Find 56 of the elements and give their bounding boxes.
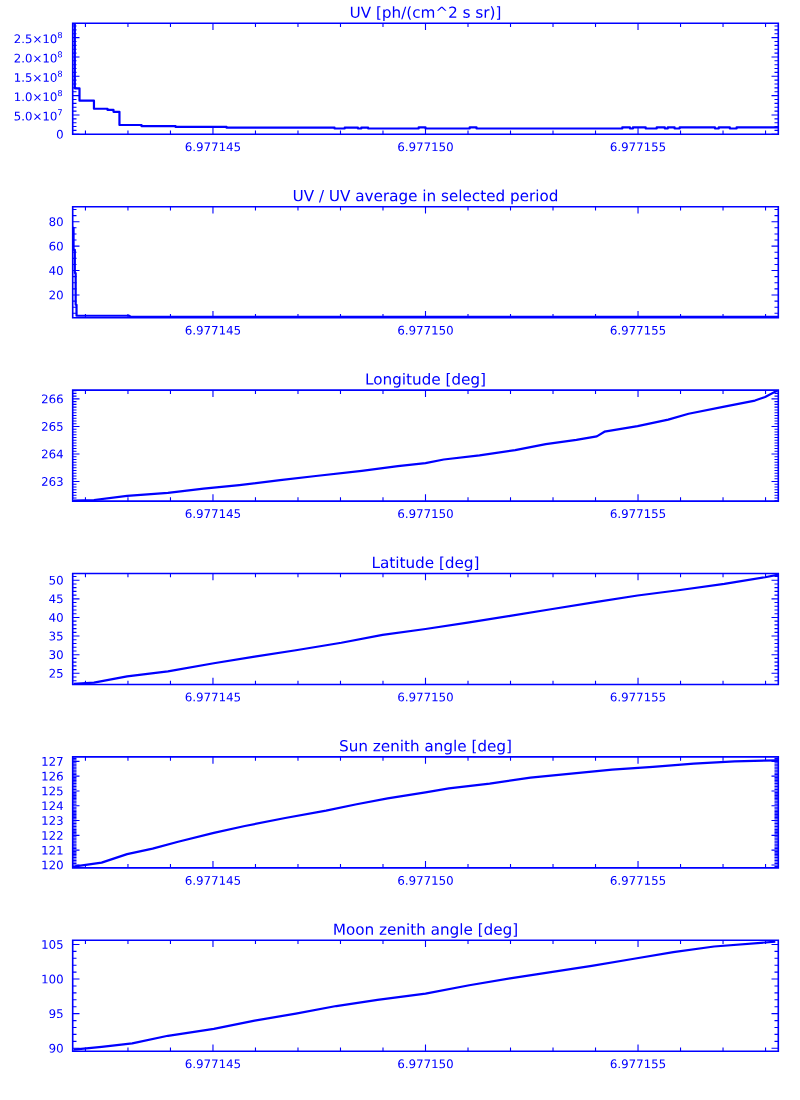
y-tick-label: 120 bbox=[42, 860, 63, 870]
y-tick-label: 125 bbox=[42, 786, 63, 796]
x-tick-label: 6.977145 bbox=[185, 325, 241, 335]
y-tick-label: 90 bbox=[49, 1043, 63, 1053]
y-tick-label: 124 bbox=[42, 801, 63, 811]
x-tick-label: 6.977150 bbox=[398, 509, 453, 519]
x-tick-label: 6.977150 bbox=[398, 1059, 453, 1069]
y-tick-label: 1.0×10$^{8}$ bbox=[15, 89, 63, 102]
y-tick-label: 20 bbox=[49, 290, 63, 300]
y-tick-label: 126 bbox=[42, 771, 63, 781]
y-tick-label: 5.0×10$^{7}$ bbox=[14, 109, 62, 121]
y-tick-label: 105 bbox=[42, 940, 63, 949]
y-tick-label: 2.0×10$^{8}$ bbox=[14, 51, 63, 63]
y-tick-label: 1.5×10$^{8}$ bbox=[15, 70, 63, 82]
x-tick-label: 6.977145 bbox=[185, 142, 241, 152]
y-tick-label: 123 bbox=[42, 816, 63, 825]
y-tick-label: 25 bbox=[49, 668, 63, 678]
chart-title: Latitude [deg] bbox=[373, 556, 479, 572]
x-tick-label: 6.977150 bbox=[398, 325, 453, 335]
x-tick-label: 6.977155 bbox=[610, 1059, 666, 1069]
y-tick-label: 30 bbox=[49, 650, 63, 660]
y-tick-label: 2.5×10$^{8}$ bbox=[14, 31, 63, 44]
chart-title: Longitude [deg] bbox=[366, 372, 485, 388]
chart-title: Sun zenith angle [deg] bbox=[340, 739, 511, 755]
y-tick-label: 50 bbox=[49, 575, 63, 585]
y-tick-label: 95 bbox=[49, 1009, 63, 1019]
y-tick-label: 45 bbox=[49, 594, 63, 604]
y-tick-label: 0 bbox=[56, 129, 63, 139]
y-tick-label: 127 bbox=[42, 756, 63, 766]
y-tick-label: 35 bbox=[49, 631, 63, 641]
x-tick-label: 6.977155 bbox=[610, 509, 666, 519]
chart-title: UV [ph/(cm^2 s sr)] bbox=[350, 6, 501, 21]
y-tick-label: 60 bbox=[49, 241, 63, 251]
x-tick-label: 6.977150 bbox=[398, 875, 453, 885]
y-tick-label: 40 bbox=[49, 612, 63, 622]
y-tick-label: 264 bbox=[41, 449, 63, 459]
y-tick-label: 265 bbox=[41, 422, 63, 431]
y-tick-label: 263 bbox=[41, 477, 63, 486]
x-tick-label: 6.977155 bbox=[610, 325, 666, 335]
y-tick-label: 80 bbox=[49, 217, 63, 227]
x-tick-label: 6.977145 bbox=[185, 1059, 241, 1069]
x-tick-label: 6.977155 bbox=[610, 142, 666, 152]
x-tick-label: 6.977145 bbox=[185, 509, 241, 519]
x-tick-label: 6.977155 bbox=[610, 875, 666, 885]
y-tick-label: 266 bbox=[41, 394, 63, 404]
y-tick-label: 40 bbox=[49, 266, 63, 276]
y-tick-label: 122 bbox=[42, 830, 63, 840]
x-tick-label: 6.977150 bbox=[398, 692, 453, 702]
x-tick-label: 6.977155 bbox=[610, 692, 666, 702]
y-tick-label: 121 bbox=[42, 845, 63, 855]
chart-title: Moon zenith angle [deg] bbox=[334, 923, 517, 938]
chart-title: UV / UV average in selected period bbox=[293, 189, 558, 205]
x-tick-label: 6.977145 bbox=[185, 692, 241, 702]
y-tick-label: 100 bbox=[42, 974, 63, 984]
x-tick-label: 6.977145 bbox=[185, 875, 241, 885]
x-tick-label: 6.977150 bbox=[398, 142, 453, 152]
